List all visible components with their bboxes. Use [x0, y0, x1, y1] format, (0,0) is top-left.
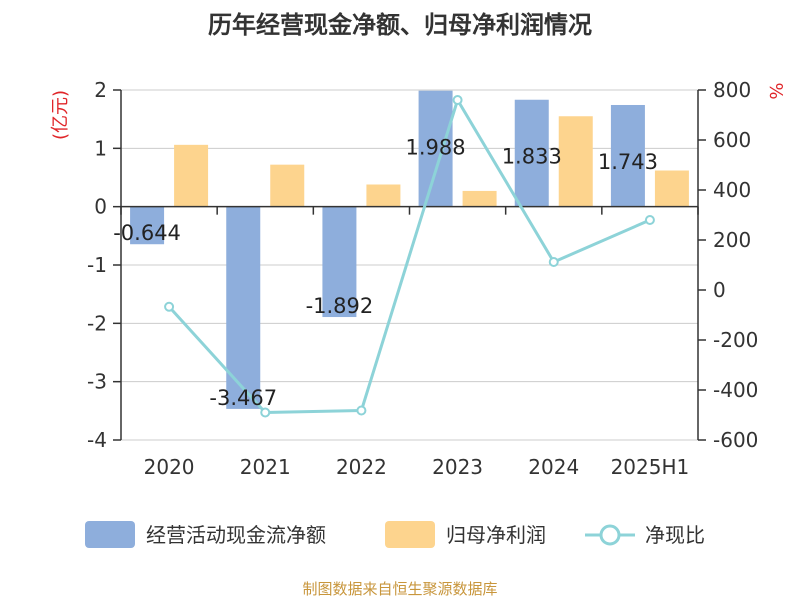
left-tick-label: -3: [87, 370, 107, 394]
bar-cashflow-2023: [418, 90, 453, 207]
bar-net-profit-2022: [366, 184, 401, 207]
chart-title: 历年经营现金净额、归母净利润情况: [208, 11, 592, 39]
data-label-cashflow-2024: 1.833: [502, 145, 562, 169]
line-layer: [164, 95, 655, 418]
data-label-cashflow-2022: -1.892: [306, 294, 374, 318]
data-label-cashflow-2021: -3.467: [209, 386, 277, 410]
bar-cashflow-2022: [322, 206, 357, 318]
legend-swatch-cashflow: [85, 521, 135, 548]
right-tick-label: -600: [713, 428, 758, 452]
right-axis-unit: %: [765, 82, 786, 99]
x-tick-label-2025H1: 2025H1: [611, 455, 690, 479]
left-tick-label: -1: [87, 253, 107, 277]
left-tick-label: -4: [87, 428, 107, 452]
right-tick-label: 400: [713, 178, 751, 202]
legend-swatch-net-profit: [385, 521, 435, 548]
axis-layer: 2 1 0 -1 -2 -3 -4 800 600 400 200 0 -200 -400 -600 2020…: [87, 78, 758, 479]
x-tick-label-2022: 2022: [336, 455, 387, 479]
bar-net-profit-2023: [462, 190, 497, 207]
x-tick-label-2020: 2020: [144, 455, 195, 479]
x-tick-label-2024: 2024: [528, 455, 579, 479]
line-ratio: [167, 98, 651, 414]
left-tick-label: 1: [94, 136, 107, 160]
bar-cashflow-2020: [130, 206, 165, 245]
bar-cashflow-2021: [226, 206, 261, 409]
point-ratio-2023: [452, 95, 463, 105]
bar-net-profit-2025H1: [654, 170, 689, 207]
left-tick-label: -2: [87, 311, 107, 335]
data-label-cashflow-2025H1: 1.743: [598, 150, 658, 174]
right-tick-label: 600: [713, 128, 751, 152]
legend-label-ratio: 净现比: [645, 523, 705, 547]
x-tick-label-2021: 2021: [240, 455, 291, 479]
bar-cashflow-2025H1: [610, 104, 645, 207]
bar-net-profit-2020: [174, 144, 209, 207]
right-tick-label: 800: [713, 78, 751, 102]
legend-marker-ratio: [599, 524, 621, 546]
point-ratio-2022: [356, 405, 367, 416]
legend-label-net-profit: 归母净利润: [446, 523, 546, 547]
left-tick-label: 0: [94, 195, 107, 219]
x-tick-label-2023: 2023: [432, 455, 483, 479]
point-ratio-2025H1: [644, 215, 655, 225]
right-tick-label: -200: [713, 328, 758, 352]
bar-cashflow-2024: [514, 99, 549, 207]
bar-layer: [130, 90, 689, 409]
point-ratio-2020: [164, 301, 175, 312]
data-label-cashflow-2020: -0.644: [113, 221, 181, 245]
data-label-cashflow-2023: 1.988: [406, 136, 466, 160]
legend-label-cashflow: 经营活动现金流净额: [146, 523, 326, 547]
point-ratio-2024: [548, 257, 559, 267]
grid-layer: [121, 89, 698, 441]
left-tick-label: 2: [94, 78, 107, 102]
legend: 经营活动现金流净额 归母净利润 净现比: [85, 521, 705, 548]
bar-net-profit-2024: [558, 116, 593, 207]
bar-net-profit-2021: [270, 164, 305, 207]
right-tick-label: 0: [713, 278, 726, 302]
right-tick-label: 200: [713, 228, 751, 252]
point-ratio-2021: [260, 407, 271, 418]
label-layer: -0.644 -3.467 -1.892 1.988 1.833 1.743: [113, 136, 658, 410]
source-note: 制图数据来自恒生聚源数据库: [302, 580, 497, 598]
right-tick-label: -400: [713, 378, 758, 402]
left-axis-unit: (亿元): [50, 90, 71, 140]
